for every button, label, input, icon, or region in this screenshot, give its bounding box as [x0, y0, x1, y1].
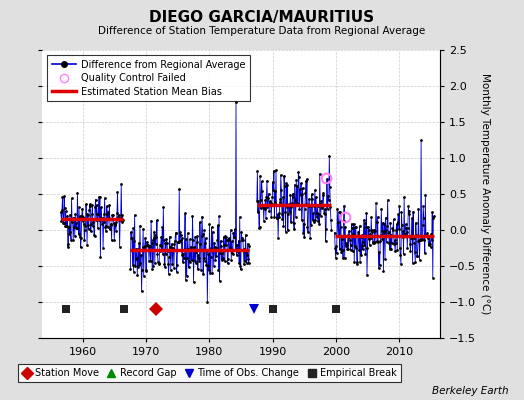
- Legend: Station Move, Record Gap, Time of Obs. Change, Empirical Break: Station Move, Record Gap, Time of Obs. C…: [18, 364, 401, 382]
- Text: Berkeley Earth: Berkeley Earth: [432, 386, 508, 396]
- Y-axis label: Monthly Temperature Anomaly Difference (°C): Monthly Temperature Anomaly Difference (…: [481, 73, 490, 315]
- Text: Difference of Station Temperature Data from Regional Average: Difference of Station Temperature Data f…: [99, 26, 425, 36]
- Text: DIEGO GARCIA/MAURITIUS: DIEGO GARCIA/MAURITIUS: [149, 10, 375, 25]
